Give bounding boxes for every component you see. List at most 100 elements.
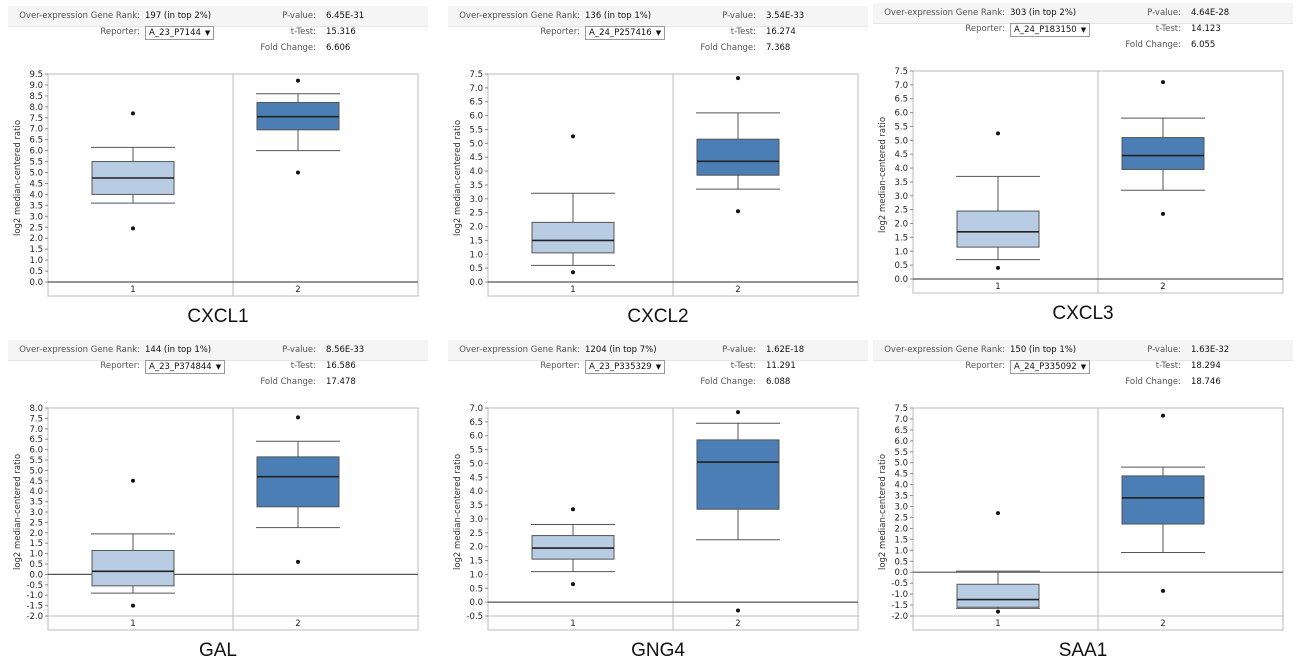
reporter-select[interactable]: A_24_P183150 ▼ [1010, 23, 1091, 37]
y-tick-label: 0.0 [29, 570, 43, 580]
fold-value: 17.478 [326, 377, 356, 387]
reporter-select[interactable]: A_24_P257416 ▼ [585, 26, 666, 40]
y-tick-label: 5.0 [29, 169, 43, 179]
y-tick-label: 6.5 [469, 98, 483, 108]
y-tick-label: 1.0 [29, 256, 43, 266]
y-tick-label: 5.0 [469, 459, 483, 469]
y-tick-label: 4.5 [894, 150, 908, 160]
box-group-2: 2 [696, 76, 780, 295]
iqr-box [1121, 475, 1205, 525]
y-tick-label: 1.0 [469, 250, 483, 260]
y-tick-label: 2.5 [29, 223, 43, 233]
y-tick-label: 3.0 [469, 195, 483, 205]
box-group-1: 1 [531, 507, 615, 629]
fold-label: Fold Change: [260, 43, 316, 53]
dropdown-arrow-icon: ▼ [204, 29, 211, 37]
ttest-label: t-Test: [730, 361, 756, 371]
pvalue-label: P-value: [722, 345, 756, 355]
iqr-box [956, 583, 1040, 608]
rank-value: 136 (in top 1%) [585, 11, 652, 21]
y-tick-label: 5.5 [29, 158, 43, 168]
fold-value: 7.368 [766, 43, 791, 53]
stats-header: Over-expression Gene Rank: 136 (in top 1%… [448, 6, 868, 66]
gene-name: GAL [198, 640, 238, 661]
iqr-box [531, 221, 615, 254]
panel-saa1: Over-expression Gene Rank: 150 (in top 1%… [873, 340, 1293, 670]
outlier-point [996, 511, 1000, 516]
panel-cxcl1: Over-expression Gene Rank: 197 (in top 2%… [8, 6, 428, 336]
rank-label: Over-expression Gene Rank: [459, 11, 580, 21]
y-tick-label: 5.0 [894, 136, 908, 146]
dropdown-arrow-icon: ▼ [655, 29, 662, 37]
y-tick-label: 7.5 [894, 67, 908, 77]
y-tick-label: 4.5 [29, 477, 43, 487]
y-tick-label: 0.0 [469, 278, 483, 288]
fold-label: Fold Change: [260, 377, 316, 387]
ttest-value: 18.294 [1191, 361, 1221, 371]
y-axis-label: log2 median-centered ratio [13, 454, 23, 570]
outlier-point [996, 265, 1000, 270]
pvalue-label: P-value: [282, 345, 316, 355]
y-tick-label: 1.0 [894, 247, 908, 257]
fold-label: Fold Change: [1125, 377, 1181, 387]
box-group-1: 1 [91, 478, 175, 629]
y-tick-label: 7.0 [469, 404, 483, 414]
reporter-label: Reporter: [540, 361, 580, 371]
ttest-value: 15.316 [326, 27, 356, 37]
y-tick-label: -1.5 [891, 601, 908, 611]
y-tick-label: 4.5 [29, 179, 43, 189]
y-tick-label: 5.5 [29, 456, 43, 466]
pvalue-value: 3.54E-33 [766, 11, 805, 21]
fold-value: 6.606 [326, 43, 351, 53]
y-tick-label: 8.0 [29, 103, 43, 113]
y-tick-label: 6.5 [469, 418, 483, 428]
y-tick-label: 1.5 [894, 233, 908, 243]
box-group-2: 2 [696, 410, 780, 629]
reporter-select[interactable]: A_24_P335092 ▼ [1010, 360, 1091, 374]
y-tick-label: 3.5 [894, 178, 908, 188]
ttest-value: 11.291 [766, 361, 796, 371]
y-tick-label: 2.5 [469, 209, 483, 219]
ttest-value: 16.274 [766, 27, 796, 37]
x-tick-label: 2 [295, 285, 300, 295]
y-tick-label: 2.0 [29, 234, 43, 244]
y-tick-label: 6.0 [29, 446, 43, 456]
y-tick-label: -1.0 [891, 590, 908, 600]
y-tick-label: 9.5 [29, 70, 43, 80]
ttest-label: t-Test: [730, 27, 756, 37]
y-tick-label: 2.5 [29, 518, 43, 528]
stats-header: Over-expression Gene Rank: 197 (in top 2%… [8, 6, 428, 66]
reporter-select[interactable]: A_23_P374844 ▼ [145, 360, 226, 374]
ttest-label: t-Test: [290, 361, 316, 371]
fold-value: 6.088 [766, 377, 791, 387]
panel-gal: Over-expression Gene Rank: 144 (in top 1%… [8, 340, 428, 670]
outlier-point [296, 78, 300, 83]
ttest-value: 16.586 [326, 361, 356, 371]
box-group-1: 1 [956, 131, 1040, 292]
y-tick-label: 5.0 [894, 459, 908, 469]
y-tick-label: 3.0 [894, 192, 908, 202]
ttest-label: t-Test: [290, 27, 316, 37]
rank-label: Over-expression Gene Rank: [884, 8, 1005, 18]
reporter-select[interactable]: A_23_P7144 ▼ [145, 26, 215, 40]
y-tick-label: 3.0 [29, 508, 43, 518]
boxplot-chart: 0.0 0.5 1.0 1.5 2.0 2.5 3.0 3.5 4.0 4.5 5.0 5.5 6.0 6… [453, 70, 859, 297]
y-tick-label: 3.0 [894, 503, 908, 513]
y-tick-label: 6.0 [469, 432, 483, 442]
outlier-point [571, 134, 575, 139]
y-tick-label: 2.0 [894, 524, 908, 534]
fold-label: Fold Change: [700, 377, 756, 387]
fold-label: Fold Change: [1125, 40, 1181, 50]
y-axis-label: log2 median-centered ratio [13, 120, 23, 236]
reporter-value: A_24_P335092 [1014, 362, 1077, 372]
outlier-point [571, 582, 575, 587]
y-tick-label: 0.5 [29, 560, 43, 570]
y-tick-label: -0.5 [26, 581, 43, 591]
reporter-select[interactable]: A_23_P335329 ▼ [585, 360, 666, 374]
y-tick-label: 1.5 [29, 245, 43, 255]
y-tick-label: 3.5 [29, 498, 43, 508]
y-tick-label: 7.5 [29, 114, 43, 124]
outlier-point [131, 111, 135, 116]
iqr-box [1121, 137, 1205, 170]
y-tick-label: 5.5 [469, 125, 483, 135]
